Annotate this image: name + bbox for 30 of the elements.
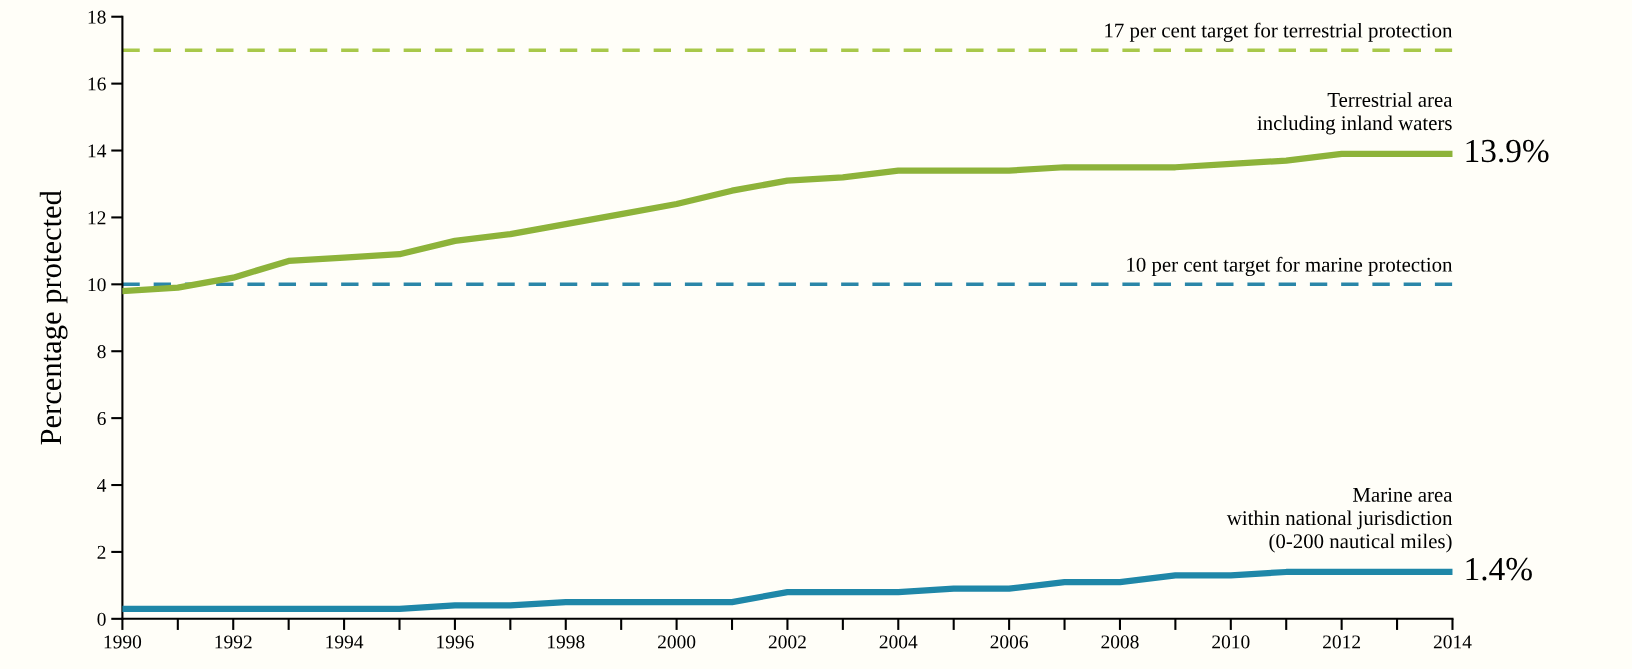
y-tick-label: 16 (88, 77, 106, 91)
y-tick-label: 18 (88, 10, 106, 24)
y-tick-label: 8 (97, 345, 106, 359)
y-tick-label: 4 (97, 478, 107, 492)
annotation: 1.4% (1466, 557, 1532, 581)
x-tick-label: 1996 (437, 635, 474, 649)
y-axis-title: Percentage protected (39, 190, 68, 445)
x-tick-label: 2012 (1323, 635, 1361, 649)
x-tick-label: 2002 (768, 635, 806, 649)
series-label: Terrestrial area including inland waters (1257, 92, 1453, 135)
y-tick-label: 2 (97, 545, 106, 559)
x-tick-label: 1994 (326, 635, 364, 649)
x-tick-label: 2000 (658, 635, 696, 649)
ref-line-label: 10 per cent target for marine protection (1127, 256, 1453, 276)
x-tick-label: 2008 (1101, 635, 1139, 649)
x-tick-label: 1998 (548, 635, 585, 649)
x-tick-label: 2010 (1212, 635, 1250, 649)
x-tick-label: 1990 (104, 635, 142, 649)
annotation: 13.9% (1466, 139, 1549, 163)
ref-line-label: 17 per cent target for terrestrial protection (1105, 22, 1453, 42)
y-tick-label: 0 (97, 612, 106, 626)
y-tick-label: 14 (88, 144, 107, 158)
x-tick-label: 2014 (1433, 635, 1472, 649)
y-tick-label: 10 (88, 278, 106, 292)
x-tick-label: 1992 (215, 635, 252, 649)
x-tick-label: 2006 (990, 635, 1028, 649)
y-tick-label: 12 (88, 211, 106, 225)
y-tick-label: 6 (97, 412, 106, 426)
series-label: Marine area within national jurisdiction (0-200 nautical miles) (1226, 487, 1453, 553)
x-tick-label: 2004 (879, 635, 918, 649)
